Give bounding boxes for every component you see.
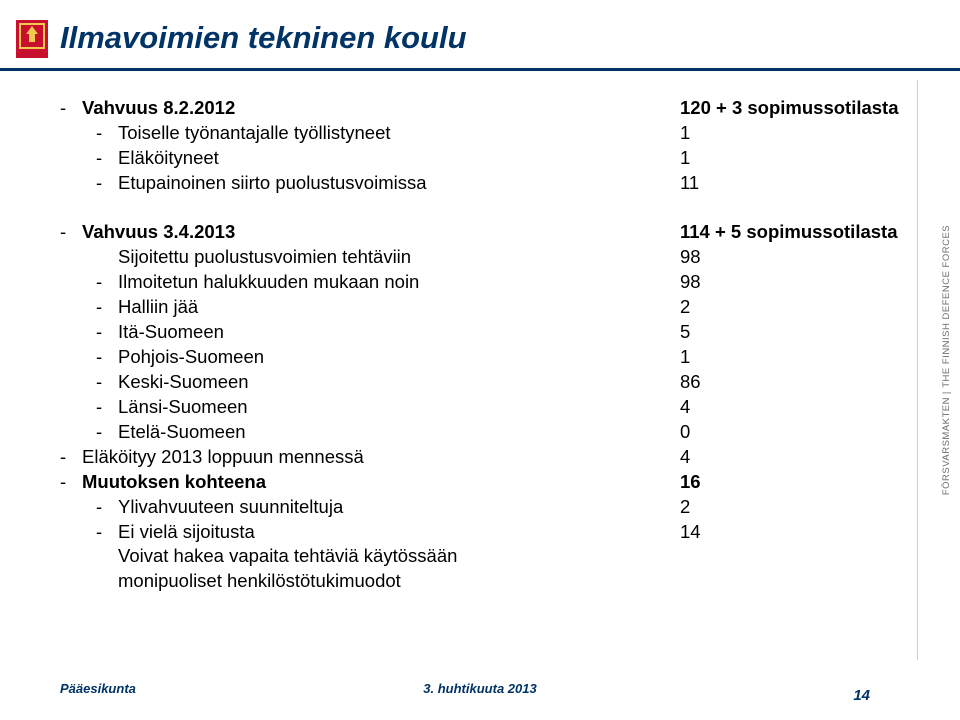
- dash-icon: -: [60, 220, 82, 245]
- retire-value: 4: [680, 445, 920, 470]
- footer-center: 3. huhtikuuta 2013: [0, 681, 960, 696]
- note-row: monipuoliset henkilöstötukimuodot: [60, 569, 920, 594]
- change-row: - Muutoksen kohteena 16: [60, 470, 920, 495]
- dash-icon: -: [96, 270, 118, 295]
- item-value: 5: [680, 320, 920, 345]
- item-value: 11: [680, 171, 920, 196]
- item-label: Toiselle työnantajalle työllistyneet: [118, 121, 680, 146]
- list-item: - Etupainoinen siirto puolustusvoimissa …: [60, 171, 920, 196]
- heading-label: Vahvuus 3.4.2013: [82, 220, 680, 245]
- dash-icon: -: [60, 470, 82, 495]
- list-item: - Länsi-Suomeen 4: [60, 395, 920, 420]
- note1: Voivat hakea vapaita tehtäviä käytössään: [118, 544, 680, 569]
- item-value: 1: [680, 345, 920, 370]
- item-value: 1: [680, 121, 920, 146]
- dash-icon: -: [96, 395, 118, 420]
- item-label: Pohjois-Suomeen: [118, 345, 680, 370]
- retire-label: Eläköityy 2013 loppuun mennessä: [82, 445, 680, 470]
- item-value: 4: [680, 395, 920, 420]
- item-value: 86: [680, 370, 920, 395]
- title-underline: [0, 68, 960, 71]
- item-label: Eläköityneet: [118, 146, 680, 171]
- logo-icon: [14, 18, 50, 60]
- item-value: 14: [680, 520, 920, 545]
- change-value: 16: [680, 470, 920, 495]
- sub-label: Sijoitettu puolustusvoimien tehtäviin: [118, 245, 680, 270]
- dash-icon: -: [96, 295, 118, 320]
- dash-icon: -: [96, 146, 118, 171]
- block1-heading: - Vahvuus 8.2.2012 120 + 3 sopimussotila…: [60, 96, 920, 121]
- item-label: Ilmoitetun halukkuuden mukaan noin: [118, 270, 680, 295]
- list-item: - Eläköityneet 1: [60, 146, 920, 171]
- item-label: Etelä-Suomeen: [118, 420, 680, 445]
- heading-label: Vahvuus 8.2.2012: [82, 96, 680, 121]
- dash-icon: -: [96, 171, 118, 196]
- list-item: - Ilmoitetun halukkuuden mukaan noin 98: [60, 270, 920, 295]
- page-number: 14: [853, 687, 870, 704]
- list-item: - Etelä-Suomeen 0: [60, 420, 920, 445]
- dash-icon: -: [96, 520, 118, 545]
- dash-icon: -: [96, 495, 118, 520]
- item-label: Keski-Suomeen: [118, 370, 680, 395]
- list-item: - Toiselle työnantajalle työllistyneet 1: [60, 121, 920, 146]
- item-value: 1: [680, 146, 920, 171]
- item-value: 2: [680, 495, 920, 520]
- retire-row: - Eläköityy 2013 loppuun mennessä 4: [60, 445, 920, 470]
- item-label: Halliin jää: [118, 295, 680, 320]
- list-item: - Ylivahvuuteen suunniteltuja 2: [60, 495, 920, 520]
- list-item: - Itä-Suomeen 5: [60, 320, 920, 345]
- heading-value: 120 + 3 sopimussotilasta: [680, 96, 920, 121]
- dash-icon: -: [96, 345, 118, 370]
- item-value: 98: [680, 270, 920, 295]
- item-label: Etupainoinen siirto puolustusvoimissa: [118, 171, 680, 196]
- dash-icon: -: [96, 370, 118, 395]
- side-txt2: THE FINNISH DEFENCE FORCES: [941, 225, 952, 388]
- item-value: 2: [680, 295, 920, 320]
- list-item: - Halliin jää 2: [60, 295, 920, 320]
- content-area: - Vahvuus 8.2.2012 120 + 3 sopimussotila…: [60, 96, 920, 594]
- item-label: Ylivahvuuteen suunniteltuja: [118, 495, 680, 520]
- item-label: Länsi-Suomeen: [118, 395, 680, 420]
- side-line: [917, 80, 918, 660]
- slide: Ilmavoimien tekninen koulu - Vahvuus 8.2…: [0, 0, 960, 720]
- list-item: - Ei vielä sijoitusta 14: [60, 520, 920, 545]
- block2-heading: - Vahvuus 3.4.2013 114 + 5 sopimussotila…: [60, 220, 920, 245]
- side-txt1: FÖRSVARSMAKTEN: [941, 397, 952, 495]
- divider-icon: |: [941, 391, 952, 394]
- heading-value: 114 + 5 sopimussotilasta: [680, 220, 920, 245]
- dash-icon: -: [60, 96, 82, 121]
- sub-value: 98: [680, 245, 920, 270]
- dash-icon: -: [96, 420, 118, 445]
- side-branding: FÖRSVARSMAKTEN | THE FINNISH DEFENCE FOR…: [941, 225, 952, 495]
- item-label: Ei vielä sijoitusta: [118, 520, 680, 545]
- note-row: Voivat hakea vapaita tehtäviä käytössään: [60, 544, 920, 569]
- note2: monipuoliset henkilöstötukimuodot: [118, 569, 680, 594]
- dash-icon: -: [96, 121, 118, 146]
- list-item: - Pohjois-Suomeen 1: [60, 345, 920, 370]
- spacer: [60, 196, 920, 220]
- item-value: 0: [680, 420, 920, 445]
- dash-icon: -: [96, 320, 118, 345]
- dash-icon: -: [60, 445, 82, 470]
- item-label: Itä-Suomeen: [118, 320, 680, 345]
- change-label: Muutoksen kohteena: [82, 470, 680, 495]
- sub-heading: Sijoitettu puolustusvoimien tehtäviin 98: [60, 245, 920, 270]
- page-title: Ilmavoimien tekninen koulu: [60, 20, 920, 56]
- list-item: - Keski-Suomeen 86: [60, 370, 920, 395]
